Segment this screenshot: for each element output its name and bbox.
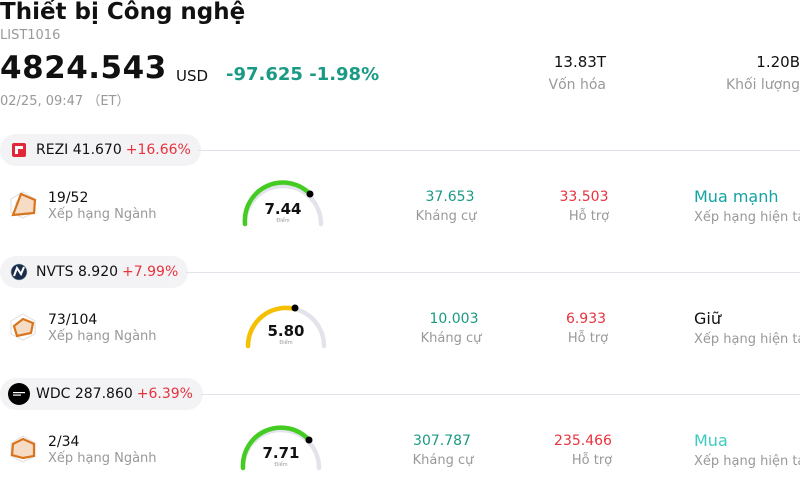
industry-rank-label: Xếp hạng Ngành — [48, 207, 157, 222]
stock-chip-rezi[interactable]: REZI 41.670 +16.66% — [0, 134, 201, 166]
industry-rank: 73/104 — [48, 312, 98, 328]
score-gauge — [238, 424, 324, 476]
industry-radar-icon — [8, 312, 38, 346]
score-label: Điểm — [274, 462, 288, 468]
ticker: WDC — [36, 386, 71, 402]
industry-radar-icon — [8, 190, 38, 224]
score-label: Điểm — [276, 218, 290, 224]
resistance-value: 37.653 — [425, 189, 475, 205]
rezi-logo-icon — [10, 141, 28, 159]
stock-change: +7.99% — [122, 264, 179, 280]
current-rating-label: Xếp hạng hiện tại — [694, 454, 800, 469]
support-value: 33.503 — [559, 189, 609, 205]
divider — [201, 394, 800, 395]
current-rating: Mua mạnh — [694, 187, 779, 206]
resistance-value: 10.003 — [429, 311, 479, 327]
support-value: 6.933 — [565, 311, 607, 327]
current-rating-label: Xếp hạng hiện tại — [694, 332, 800, 347]
current-rating: Mua — [694, 431, 728, 450]
industry-rank: 2/34 — [48, 434, 80, 450]
support-label: Hỗ trợ — [571, 453, 613, 468]
stock-chip-wdc[interactable]: WDC 287.860 +6.39% — [0, 378, 203, 410]
nvts-logo-icon — [10, 263, 28, 281]
currency: USD — [176, 67, 209, 85]
support-value: 235.466 — [554, 433, 612, 449]
ticker: NVTS — [36, 264, 74, 280]
stock-change: +16.66% — [125, 142, 191, 158]
stock-chip-nvts[interactable]: NVTS 8.920 +7.99% — [0, 256, 189, 288]
ticker: REZI — [36, 142, 69, 158]
timestamp: 02/25, 09:47 （ET） — [0, 94, 130, 109]
score-label: Điểm — [279, 340, 293, 346]
stock-price: 8.920 — [77, 264, 119, 280]
divider — [186, 272, 800, 273]
volume-value: 1.20B — [756, 53, 800, 71]
current-rating: Giữ — [694, 309, 721, 328]
price-change: -97.625 -1.98% — [226, 64, 380, 85]
resistance-label: Kháng cự — [412, 453, 474, 468]
page-title: Thiết bị Công nghệ — [0, 0, 246, 25]
industry-rank-label: Xếp hạng Ngành — [48, 329, 157, 344]
volume-label: Khối lượng — [725, 77, 800, 93]
stock-price: 287.860 — [74, 386, 133, 402]
stock-price: 41.670 — [72, 142, 122, 158]
score-value: 5.80 — [267, 322, 305, 340]
resistance-label: Kháng cự — [415, 209, 477, 224]
score-gauge — [243, 302, 329, 354]
market-cap-label: Vốn hóa — [548, 77, 606, 93]
industry-radar-icon — [8, 434, 38, 468]
list-code: LIST1016 — [0, 28, 61, 43]
support-label: Hỗ trợ — [567, 331, 609, 346]
index-price: 4824.543 — [0, 50, 167, 86]
industry-rank: 19/52 — [48, 190, 89, 206]
resistance-label: Kháng cự — [420, 331, 482, 346]
score-value: 7.71 — [262, 444, 300, 462]
score-gauge — [240, 180, 326, 232]
industry-rank-label: Xếp hạng Ngành — [48, 451, 157, 466]
current-rating-label: Xếp hạng hiện tại — [694, 210, 800, 225]
support-label: Hỗ trợ — [568, 209, 610, 224]
wdc-logo-icon — [8, 383, 30, 405]
score-value: 7.44 — [264, 200, 302, 218]
divider — [198, 150, 800, 151]
stock-change: +6.39% — [136, 386, 193, 402]
market-cap-value: 13.83T — [553, 53, 606, 71]
resistance-value: 307.787 — [413, 433, 471, 449]
